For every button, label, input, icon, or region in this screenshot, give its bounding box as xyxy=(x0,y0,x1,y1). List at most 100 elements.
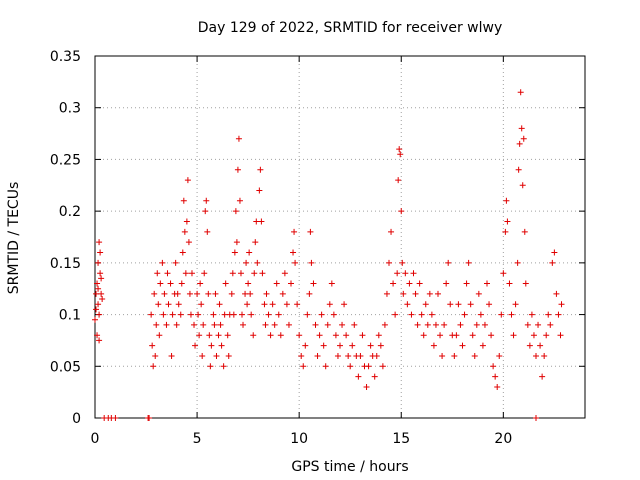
data-point xyxy=(430,342,437,349)
data-point xyxy=(212,290,219,297)
data-point xyxy=(503,197,510,204)
data-point xyxy=(463,280,470,287)
data-point xyxy=(191,321,198,328)
data-point xyxy=(262,321,269,328)
data-point xyxy=(416,280,423,287)
data-point xyxy=(500,270,507,277)
data-point xyxy=(258,218,265,225)
data-point xyxy=(553,290,560,297)
data-point xyxy=(359,332,366,339)
data-point xyxy=(178,280,185,287)
data-point xyxy=(410,270,417,277)
y-tick-label: 0.2 xyxy=(59,204,81,220)
data-point xyxy=(182,270,189,277)
data-point xyxy=(453,332,460,339)
x-tick-label: 20 xyxy=(494,431,512,447)
data-point xyxy=(349,342,356,349)
data-point xyxy=(188,270,195,277)
data-point xyxy=(203,197,210,204)
data-point xyxy=(496,352,503,359)
data-point xyxy=(484,280,490,287)
y-tick-label: 0.25 xyxy=(50,152,81,168)
data-point xyxy=(155,301,162,308)
data-point xyxy=(337,342,343,349)
data-point xyxy=(477,311,484,318)
data-point xyxy=(222,280,229,287)
data-point xyxy=(397,151,404,158)
data-point xyxy=(263,290,270,297)
data-point xyxy=(94,332,101,339)
x-tick-label: 15 xyxy=(392,431,410,447)
data-point xyxy=(555,311,562,318)
data-point xyxy=(408,311,415,318)
data-point xyxy=(163,321,170,328)
data-point xyxy=(326,301,333,308)
data-point xyxy=(97,249,104,256)
data-point xyxy=(375,332,382,339)
data-point xyxy=(398,208,405,215)
data-point xyxy=(457,321,464,328)
data-point xyxy=(196,332,203,339)
data-point xyxy=(355,373,362,380)
data-point xyxy=(198,301,205,308)
data-point xyxy=(367,342,374,349)
data-point xyxy=(492,373,499,380)
data-point xyxy=(228,290,235,297)
data-point xyxy=(386,259,392,266)
data-point xyxy=(298,352,305,359)
data-point xyxy=(341,301,348,308)
data-point xyxy=(237,270,244,277)
data-point xyxy=(488,332,495,339)
data-point xyxy=(307,228,314,235)
data-point xyxy=(232,208,239,215)
data-point xyxy=(179,249,186,256)
data-point xyxy=(161,290,168,297)
data-point xyxy=(519,182,526,189)
data-point xyxy=(545,311,552,318)
data-point xyxy=(506,280,513,287)
data-point xyxy=(253,218,260,225)
data-point xyxy=(516,140,523,147)
data-point xyxy=(443,280,450,287)
ticks xyxy=(94,55,585,419)
data-point xyxy=(395,177,402,184)
data-point xyxy=(328,280,335,287)
data-point xyxy=(537,342,544,349)
data-point xyxy=(95,285,102,292)
data-point xyxy=(312,321,319,328)
data-point xyxy=(399,259,406,266)
data-point xyxy=(502,228,509,235)
x-tick-labels: 0 5 10 15 20 xyxy=(91,431,513,447)
data-point xyxy=(220,363,227,370)
data-point xyxy=(357,352,364,359)
data-point xyxy=(283,301,290,308)
data-point xyxy=(473,321,480,328)
data-point xyxy=(96,239,103,246)
data-point xyxy=(318,311,325,318)
data-point xyxy=(530,332,537,339)
data-point xyxy=(424,321,431,328)
data-point xyxy=(185,239,192,246)
y-tick-label: 0 xyxy=(72,411,81,427)
data-point xyxy=(498,311,505,318)
data-point xyxy=(175,301,182,308)
data-point xyxy=(418,311,425,318)
data-point xyxy=(230,311,237,318)
data-point xyxy=(447,301,454,308)
data-point xyxy=(244,301,251,308)
data-point xyxy=(521,228,528,235)
data-point xyxy=(154,270,161,277)
data-point xyxy=(402,270,409,277)
data-point xyxy=(239,311,245,318)
data-point xyxy=(200,321,207,328)
data-point xyxy=(197,280,204,287)
plot-frame xyxy=(94,55,586,419)
data-points xyxy=(92,89,565,421)
data-point xyxy=(112,415,119,421)
data-point xyxy=(259,270,266,277)
y-tick-label: 0.35 xyxy=(50,49,81,65)
y-axis-label: SRMTID / TECUs xyxy=(6,182,22,295)
grid xyxy=(95,56,585,418)
data-point xyxy=(192,342,199,349)
data-point xyxy=(422,301,429,308)
